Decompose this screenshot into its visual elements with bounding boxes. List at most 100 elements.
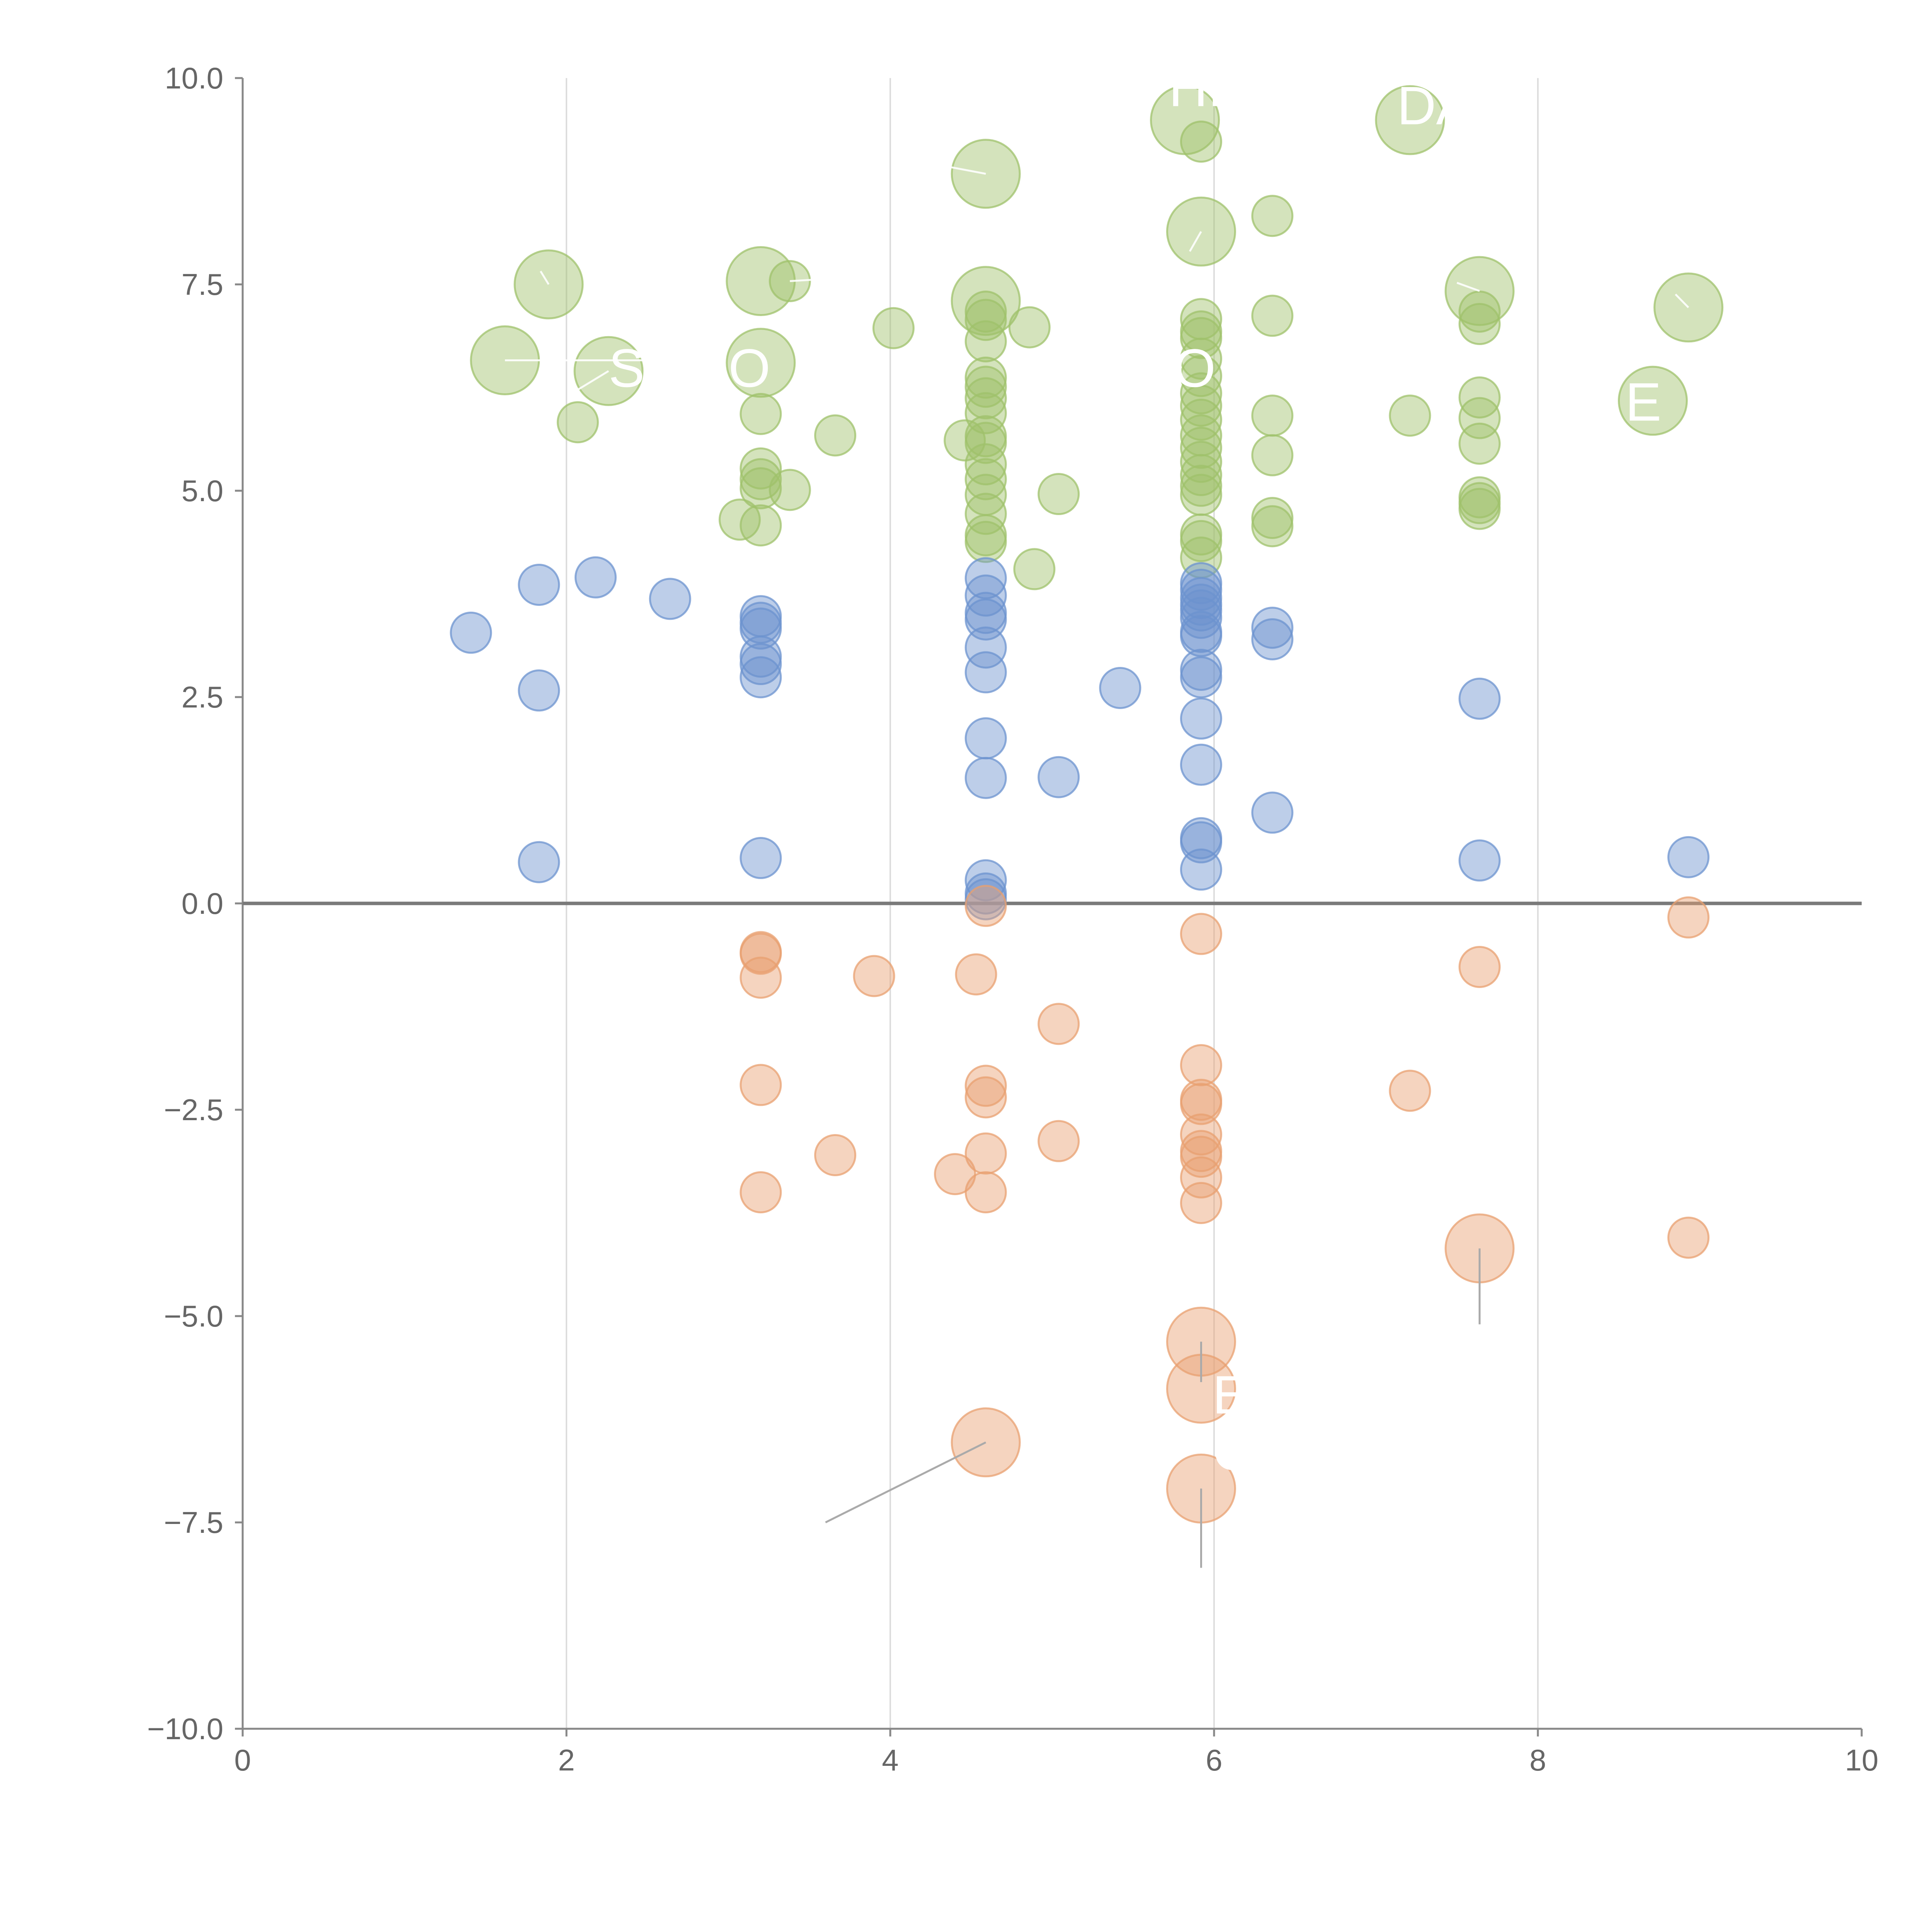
annotation-leader-line [539, 270, 550, 285]
bubble-positive-low [740, 643, 782, 685]
bubble-positive-high [1180, 337, 1222, 380]
bubble-positive-high [556, 401, 599, 444]
bubble-positive-high [740, 458, 782, 500]
annotation-label: HIE [1169, 57, 1259, 118]
bubble-negative [1180, 1083, 1222, 1125]
y-tick-label: −2.5 [164, 1093, 223, 1127]
bubble-positive-high [1180, 120, 1222, 163]
bubble-negative [1389, 1070, 1431, 1112]
bubble-positive-low [1180, 697, 1222, 740]
bubble-negative [1180, 1044, 1222, 1087]
bubble-negative [1180, 913, 1222, 955]
bubble-positive-low [1180, 656, 1222, 699]
bubble-positive-high [964, 422, 1007, 464]
y-tick-label: 5.0 [182, 474, 223, 508]
bubble-positive-low [1180, 848, 1222, 891]
bubble-positive-low [1180, 615, 1222, 657]
bubble-positive-low [1251, 607, 1294, 649]
y-tick-label: −5.0 [164, 1299, 223, 1333]
bubble-positive-low [1037, 756, 1080, 798]
annotation-label: E [1213, 1364, 1248, 1425]
bubble-positive-high [740, 393, 782, 435]
x-tick-label: 6 [1206, 1743, 1222, 1777]
annotation-leader-line [825, 1441, 986, 1524]
bubble-negative [1037, 1003, 1080, 1045]
bubble-positive-low [740, 656, 782, 699]
bubble-positive-high [872, 307, 915, 349]
annotation-label: S [609, 338, 645, 398]
bubble-positive-high [964, 458, 1007, 500]
bubble-positive-high [1180, 464, 1222, 507]
bubble-positive-high [964, 443, 1007, 486]
bubble-positive-high [1251, 434, 1294, 476]
annotation-label: M [1025, 116, 1070, 177]
bubble-negative [955, 953, 997, 996]
bubble-positive-high [1180, 440, 1222, 483]
bubble-negative [1667, 896, 1710, 939]
bubble-positive-high [726, 328, 796, 398]
y-tick-label: 0.0 [182, 886, 223, 920]
bubble-negative [964, 1076, 1007, 1119]
bubble-positive-high [964, 392, 1007, 434]
bubble-negative [853, 955, 895, 997]
bubble-negative [964, 1132, 1007, 1175]
bubble-negative [740, 932, 782, 975]
bubble-positive-high [1008, 306, 1051, 349]
bubble-positive-high [1458, 488, 1501, 530]
bubble-positive-high [951, 266, 1021, 336]
y-tick-label: 7.5 [182, 267, 223, 301]
bubble-negative [964, 884, 1007, 927]
bubble-positive-high [1013, 548, 1056, 590]
bubble-positive-high [1180, 355, 1222, 397]
bubble-positive-low [518, 564, 560, 606]
bubble-negative [934, 1153, 976, 1196]
bubble-positive-low [450, 611, 492, 654]
bubble-positive-high [1458, 303, 1501, 345]
annotation-leader-line [1189, 231, 1202, 252]
bubble-positive-low [964, 757, 1007, 799]
bubble-negative [1458, 946, 1501, 988]
bubble-positive-high [1251, 395, 1294, 437]
bubble-positive-low [964, 717, 1007, 760]
annotation-label: C [1213, 1420, 1252, 1481]
x-tick-label: 8 [1529, 1743, 1546, 1777]
bubble-positive-low [1099, 667, 1141, 709]
bubble-positive-low [1180, 597, 1222, 639]
bubble-positive-high [1617, 366, 1688, 436]
bubble-positive-low [518, 669, 560, 712]
bubble-positive-high [1251, 505, 1294, 548]
axes: 0 2 4 6 8 10 10.0 7.5 5.0 2.5 0.0 −2.5 −5.0 −7.5 −10.0 [147, 61, 1879, 1777]
y-tick-label: 2.5 [182, 680, 223, 714]
bubble-positive-low [1180, 743, 1222, 786]
annotation-leader-line [574, 370, 609, 393]
bubble-positive-low [649, 578, 691, 620]
y-tick-label: −10.0 [147, 1712, 223, 1746]
bubble-positive-low [964, 574, 1007, 617]
annotation-label: O [1689, 226, 1731, 287]
bubble-positive-high [964, 377, 1007, 420]
bubble-negative [740, 956, 782, 999]
x-tick-label: 4 [882, 1743, 898, 1777]
bubble-positive-high [964, 520, 1007, 563]
bubble-positive-high [1180, 474, 1222, 516]
bubble-negative [1037, 1120, 1080, 1162]
annotation-label: DA [1397, 75, 1472, 136]
bubble-positive-high [1458, 397, 1501, 439]
bubble-positive-low [964, 651, 1007, 694]
x-tick-label: 0 [234, 1743, 251, 1777]
bubble-negative [740, 1171, 782, 1214]
annotation-label: O [1173, 338, 1216, 398]
bubble-positive-low [1251, 791, 1294, 834]
annotation-leader-line [942, 164, 986, 175]
x-tick-label: 2 [558, 1743, 575, 1777]
bubble-positive-high [814, 414, 857, 457]
bubble-positive-low [1458, 677, 1501, 720]
bubble-positive-low [740, 837, 782, 879]
bubble-negative [1180, 1156, 1222, 1199]
bubble-negative [964, 1171, 1007, 1214]
bubble-positive-low [1667, 836, 1710, 878]
bubble-positive-high [1251, 195, 1294, 237]
bubble-negative [814, 1134, 857, 1176]
